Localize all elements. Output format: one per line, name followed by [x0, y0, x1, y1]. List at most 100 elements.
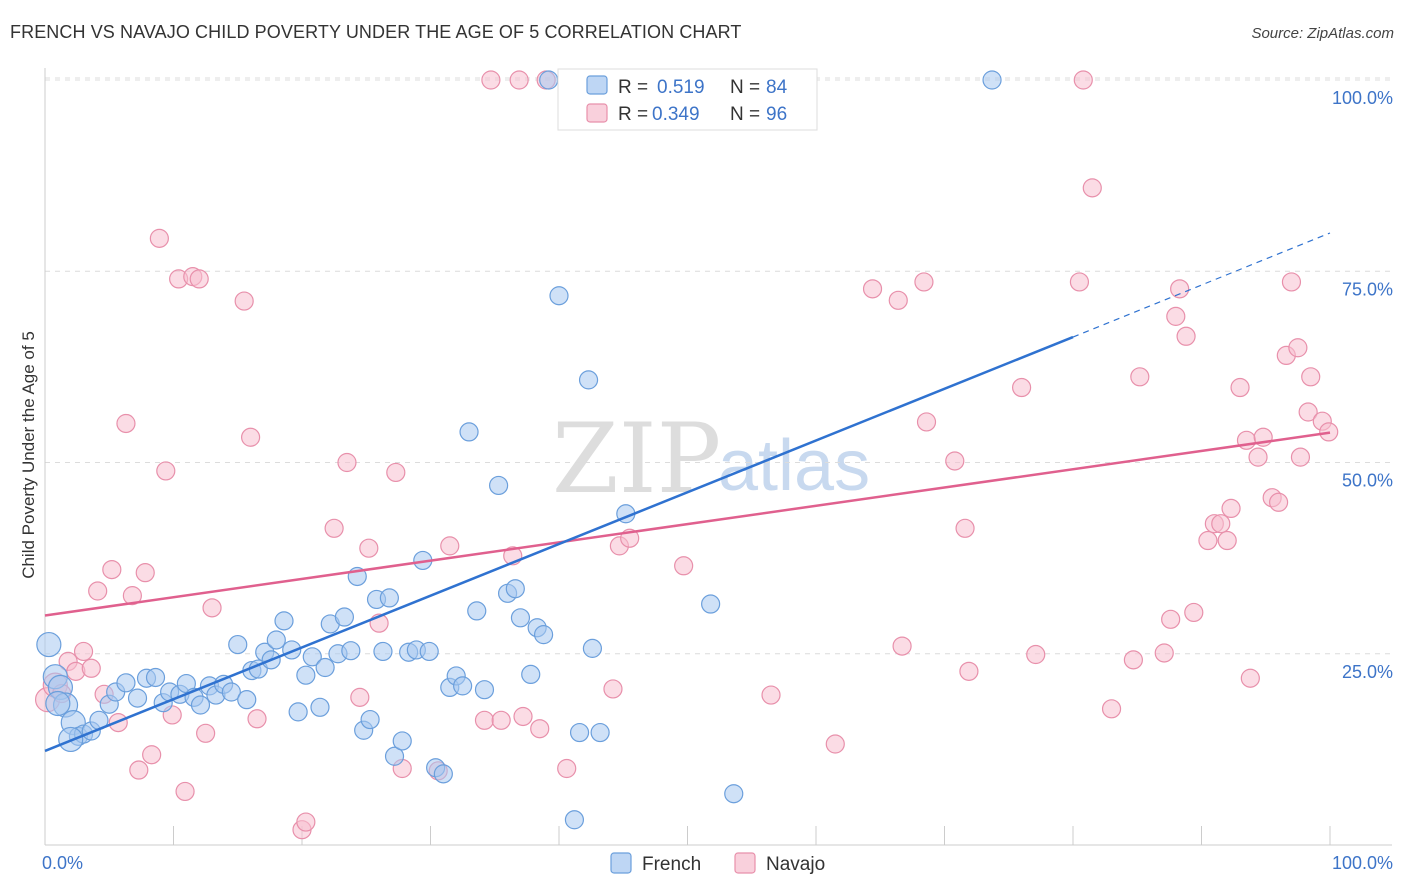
navajo-point — [175, 781, 195, 802]
french-point — [379, 588, 399, 608]
navajo-point — [135, 563, 155, 583]
navajo-point — [1211, 514, 1231, 534]
navajo-point — [1298, 402, 1318, 422]
navajo-point — [1011, 377, 1032, 398]
navajo-point — [102, 559, 122, 580]
french-point — [549, 286, 569, 306]
french-point — [505, 579, 525, 599]
navajo-point — [481, 70, 501, 90]
navajo-point — [1082, 178, 1102, 198]
navajo-point — [892, 636, 912, 656]
french-trend-extension — [1072, 232, 1331, 338]
french-point — [288, 702, 308, 722]
source-label: Source: ZipAtlas.com — [1251, 25, 1394, 42]
navajo-point — [337, 452, 357, 473]
navajo-point — [509, 70, 529, 90]
navajo-point — [241, 427, 261, 447]
french-point — [578, 370, 599, 390]
bottom-legend-swatch-french — [610, 852, 632, 874]
navajo-point — [916, 412, 937, 432]
navajo-point — [1069, 272, 1090, 292]
navajo-point — [1240, 668, 1260, 688]
navajo-point — [1176, 326, 1196, 346]
french-point — [221, 682, 241, 702]
legend-french-n-value: 84 — [766, 77, 788, 98]
navajo-point — [1281, 272, 1302, 292]
y-axis-title: Child Poverty Under the Age of 5 — [19, 331, 38, 579]
navajo-point — [1217, 530, 1237, 551]
navajo-point — [1130, 367, 1150, 387]
french-point — [237, 690, 257, 710]
french-point — [228, 634, 248, 655]
legend-french-r-value: 0.519 — [657, 77, 705, 98]
navajo-point — [440, 536, 460, 556]
bottom-legend-swatch-navajo — [734, 852, 756, 874]
french-point — [569, 722, 590, 743]
french-point — [510, 608, 531, 628]
french-point — [582, 638, 603, 658]
french-point — [564, 810, 585, 830]
navajo-point — [474, 710, 495, 730]
navajo-point — [324, 518, 344, 538]
french-point — [145, 667, 166, 688]
navajo-point — [1290, 447, 1311, 467]
navajo-point — [1170, 279, 1190, 299]
french-point — [533, 625, 554, 645]
navajo-point — [1221, 498, 1241, 518]
navajo-point — [914, 272, 934, 292]
french-point — [315, 657, 335, 678]
y-tick-label-50: 50.0% — [1342, 471, 1393, 491]
bottom-legend-french: French — [642, 854, 701, 875]
french-point — [459, 422, 479, 442]
french-point — [982, 70, 1002, 90]
top-legend: R = 0.519 N = 84 R = 0.349 N = 96 — [557, 68, 818, 131]
navajo-point — [557, 758, 577, 779]
navajo-point — [66, 661, 86, 681]
y-tick-label-25: 25.0% — [1342, 662, 1393, 682]
navajo-point — [1166, 306, 1186, 326]
navajo-point — [1123, 650, 1143, 670]
chart-title: FRENCH VS NAVAJO CHILD POVERTY UNDER THE… — [10, 22, 742, 42]
legend-navajo-r-label: R = — [618, 104, 648, 125]
navajo-point — [1184, 602, 1204, 623]
navajo-point — [350, 687, 370, 707]
navajo-point — [247, 709, 267, 729]
french-point — [302, 647, 322, 667]
navajo-point — [761, 685, 781, 705]
navajo-point — [73, 641, 94, 662]
french-trend-line — [44, 335, 1074, 753]
french-point — [489, 475, 509, 496]
legend-french-n-label: N = — [730, 77, 760, 98]
navajo-point — [81, 658, 101, 678]
french-point — [116, 673, 136, 693]
french-point — [36, 631, 62, 658]
navajo-point — [359, 538, 379, 558]
legend-navajo-n-label: N = — [730, 104, 760, 125]
navajo-point — [603, 679, 623, 699]
navajo-trend-line — [44, 431, 1331, 617]
french-point — [474, 680, 495, 700]
navajo-point — [142, 745, 162, 765]
navajo-point — [1161, 609, 1181, 629]
bottom-legend-navajo: Navajo — [766, 854, 825, 875]
french-point — [419, 641, 439, 662]
french-point — [334, 607, 355, 627]
navajo-point — [122, 586, 142, 606]
navajo-point — [196, 723, 216, 743]
french-point — [590, 722, 610, 743]
navajo-point — [945, 451, 965, 471]
navajo-point — [156, 461, 176, 481]
navajo-point — [202, 598, 222, 618]
navajo-point — [296, 812, 316, 832]
french-point — [384, 746, 405, 766]
navajo-point — [116, 413, 136, 434]
french-point — [45, 690, 71, 717]
french-point — [190, 695, 211, 715]
navajo-point — [959, 661, 979, 681]
navajo-point — [189, 269, 209, 289]
french-point — [360, 709, 380, 730]
french-point — [701, 594, 721, 614]
navajo-point — [825, 734, 845, 754]
legend-navajo-r-value: 0.349 — [652, 104, 700, 125]
navajo-point — [491, 710, 511, 730]
